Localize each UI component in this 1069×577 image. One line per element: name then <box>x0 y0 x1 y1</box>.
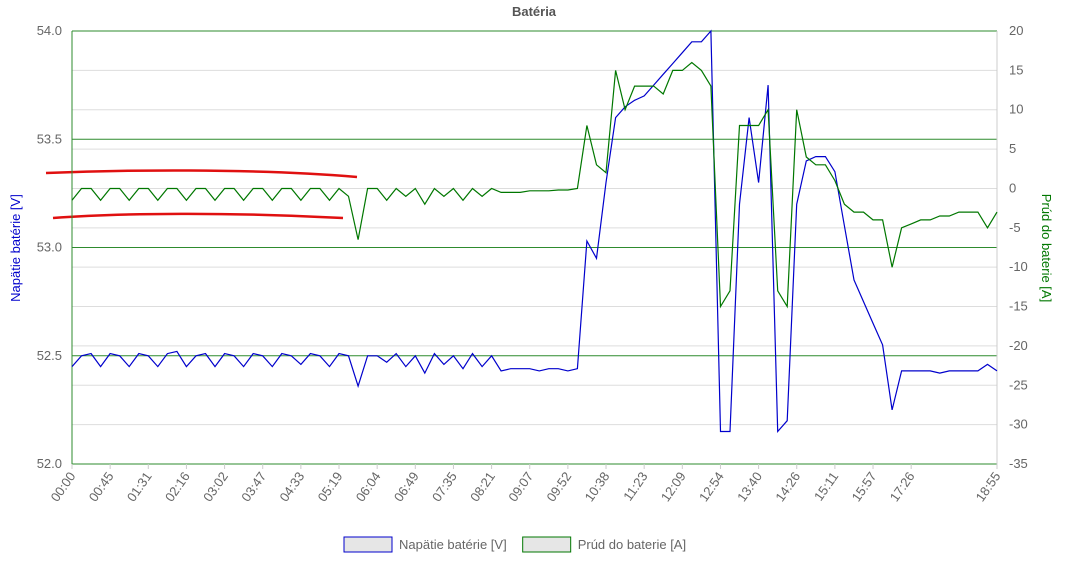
x-tick-label: 03:02 <box>200 469 231 504</box>
x-tick-label: 02:16 <box>162 469 193 504</box>
x-tick-label: 07:35 <box>429 469 460 504</box>
y2-tick-label: -5 <box>1009 220 1021 235</box>
x-tick-label: 09:52 <box>543 469 574 504</box>
y-tick-label: 53.5 <box>37 131 62 146</box>
x-tick-label: 15:57 <box>849 469 880 504</box>
y2-tick-label: 15 <box>1009 62 1023 77</box>
y-tick-label: 52.0 <box>37 456 62 471</box>
x-tick-label: 05:19 <box>315 469 346 504</box>
y2-tick-label: -25 <box>1009 377 1028 392</box>
y2-tick-label: -30 <box>1009 417 1028 432</box>
x-tick-label: 11:23 <box>620 469 650 503</box>
chart-title: Batéria <box>512 4 557 19</box>
y-axis-title: Napätie batérie [V] <box>8 194 23 302</box>
x-tick-label: 00:45 <box>86 469 117 504</box>
x-tick-label: 18:55 <box>973 469 1004 504</box>
x-tick-label: 06:49 <box>391 469 422 504</box>
x-tick-label: 01:31 <box>124 469 155 504</box>
y2-axis-title: Prúd do baterie [A] <box>1039 194 1054 302</box>
x-tick-label: 00:00 <box>48 469 79 504</box>
x-tick-label: 09:07 <box>505 469 536 504</box>
y2-tick-label: -10 <box>1009 259 1028 274</box>
x-tick-label: 12:09 <box>658 469 689 504</box>
legend-swatch <box>343 536 393 553</box>
x-tick-label: 10:38 <box>582 469 613 504</box>
x-tick-label: 08:21 <box>467 469 498 504</box>
x-tick-label: 15:11 <box>811 469 841 503</box>
y2-tick-label: 10 <box>1009 102 1023 117</box>
x-tick-label: 14:26 <box>772 469 803 504</box>
x-tick-label: 13:40 <box>734 469 765 504</box>
y2-tick-label: -20 <box>1009 338 1028 353</box>
y2-tick-label: 0 <box>1009 180 1016 195</box>
x-tick-label: 17:26 <box>887 469 918 504</box>
x-tick-label: 12:54 <box>696 469 727 504</box>
annotation-scribble <box>52 212 344 220</box>
x-tick-label: 03:47 <box>238 469 269 504</box>
series-line <box>71 29 998 434</box>
y2-tick-label: -15 <box>1009 299 1028 314</box>
x-tick-label: 04:33 <box>276 469 307 504</box>
series-line <box>71 61 998 309</box>
legend-label: Prúd do baterie [A] <box>578 537 686 552</box>
y2-tick-label: 5 <box>1009 141 1016 156</box>
y-tick-label: 54.0 <box>37 23 62 38</box>
y-tick-label: 52.5 <box>37 348 62 363</box>
legend-swatch <box>522 536 572 553</box>
x-tick-label: 06:04 <box>353 469 384 504</box>
legend-label: Napätie batérie [V] <box>399 537 507 552</box>
y2-tick-label: 20 <box>1009 23 1023 38</box>
y2-tick-label: -35 <box>1009 456 1028 471</box>
annotation-scribble <box>45 169 358 179</box>
y-tick-label: 53.0 <box>37 240 62 255</box>
